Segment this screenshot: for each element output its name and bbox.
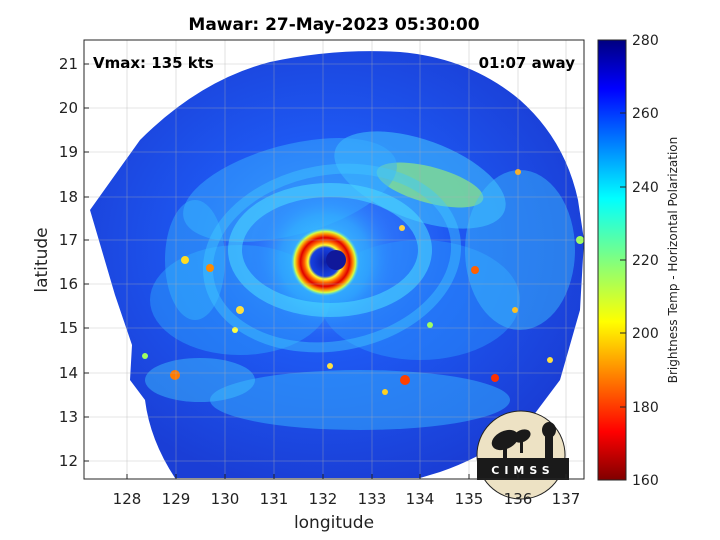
y-tick-label: 19 [59, 143, 78, 161]
y-axis-label: latitude [32, 227, 52, 292]
eyewall [291, 228, 359, 296]
colorbar-tick-label: 240 [632, 180, 659, 196]
x-tick-label: 137 [552, 490, 581, 508]
cimss-logo: CIMSS [476, 410, 569, 500]
x-tick-labels: 128 129 130 131 132 133 134 135 136 137 [113, 490, 581, 508]
x-tick-label: 134 [406, 490, 435, 508]
y-tick-label: 18 [59, 188, 78, 206]
y-tick-label: 17 [59, 231, 78, 249]
grid [84, 40, 584, 479]
colorbar-tick-label: 280 [632, 33, 659, 49]
x-tick-label: 132 [309, 490, 338, 508]
x-axis-label: longitude [294, 513, 374, 533]
y-tick-label: 21 [59, 55, 78, 73]
logo-text: CIMSS [491, 464, 554, 477]
map-panel: CIMSS Vmax: 135 kts 01:07 away [83, 39, 585, 500]
colorbar: 160 180 200 220 240 260 280 Brightness T… [597, 33, 680, 489]
colorbar-tick-label: 260 [632, 106, 659, 122]
x-tick-label: 136 [504, 490, 533, 508]
x-tick-label: 130 [211, 490, 240, 508]
colorbar-tick-label: 160 [632, 473, 659, 489]
y-tick-label: 16 [59, 275, 78, 293]
y-tick-label: 13 [59, 408, 78, 426]
y-tick-label: 20 [59, 99, 78, 117]
logo-band [477, 458, 569, 480]
plot-frame [83, 39, 585, 480]
microwave-swath [90, 51, 584, 478]
eye [326, 250, 346, 270]
vmax-label: Vmax: 135 kts [93, 54, 214, 72]
colorbar-tick-label: 220 [632, 253, 659, 269]
x-tick-label: 131 [260, 490, 289, 508]
y-tick-label: 14 [59, 364, 78, 382]
x-tick-label: 129 [162, 490, 191, 508]
colorbar-tick-label: 200 [632, 326, 659, 342]
y-tick-labels: 12 13 14 15 16 17 18 19 20 21 [59, 55, 78, 470]
x-tick-label: 135 [455, 490, 484, 508]
y-tick-label: 15 [59, 319, 78, 337]
logo-satellite-dishes [491, 422, 556, 458]
y-tick-label: 12 [59, 452, 78, 470]
away-label: 01:07 away [479, 54, 576, 72]
x-tick-label: 128 [113, 490, 142, 508]
map-title: Mawar: 27-May-2023 05:30:00 [188, 15, 479, 35]
colorbar-label: Brightness Temp - Horizontal Polarizatio… [666, 137, 680, 384]
x-tick-label: 133 [358, 490, 387, 508]
colorbar-tick-label: 180 [632, 400, 659, 416]
axis-tick-marks [84, 63, 567, 479]
